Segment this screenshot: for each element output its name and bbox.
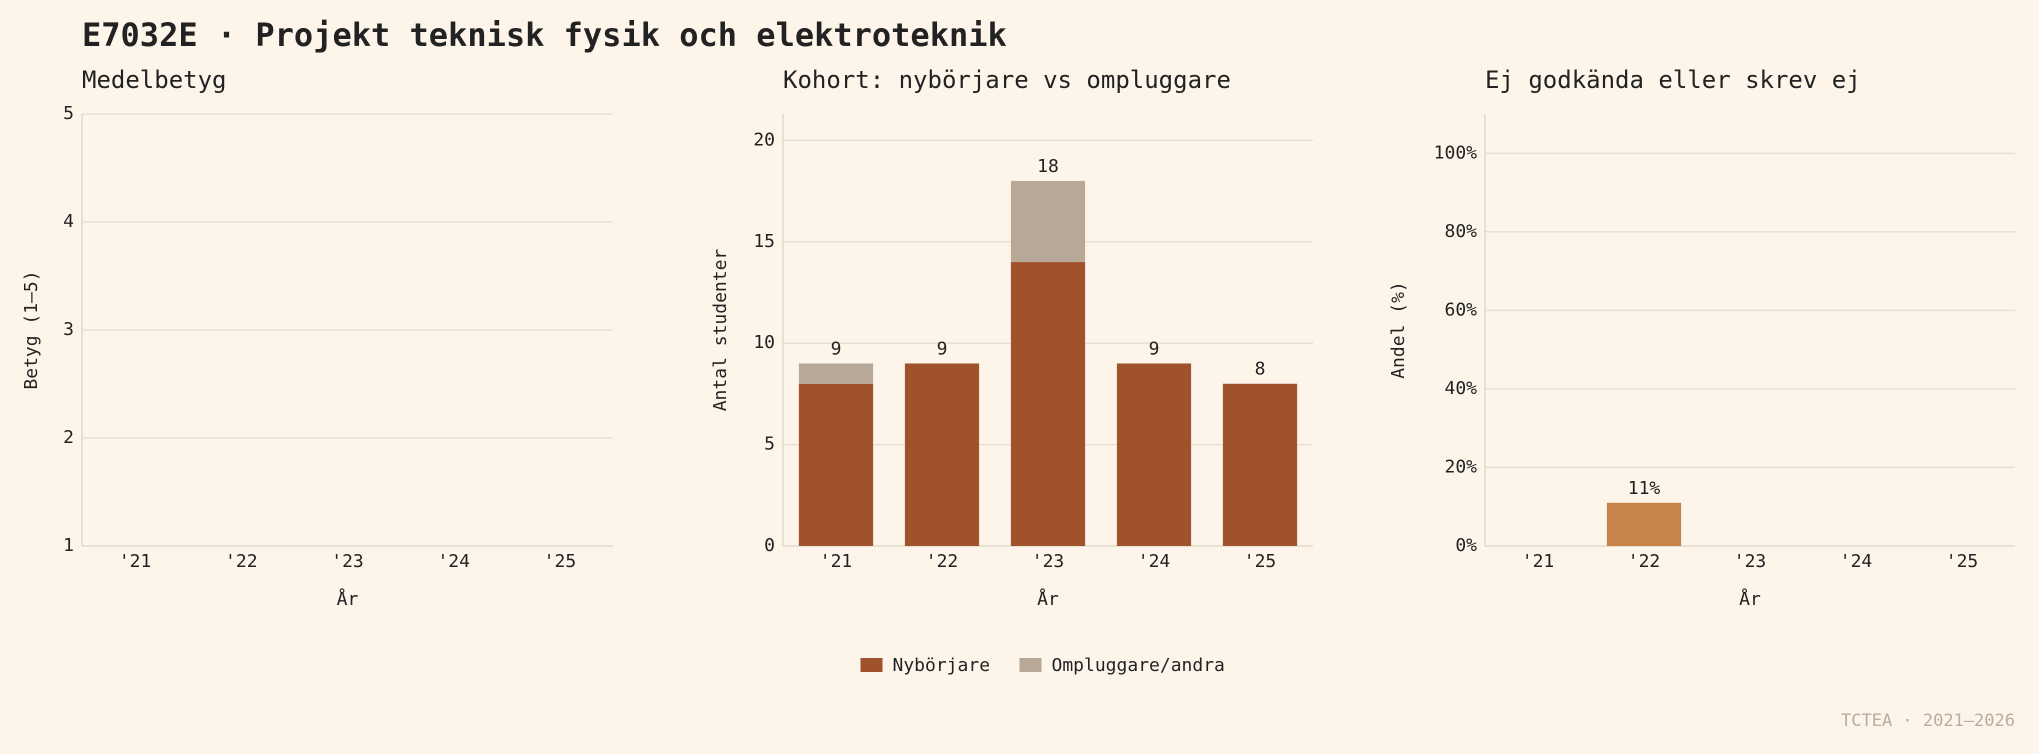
total-label: 9 bbox=[831, 338, 842, 359]
x-tick-label: '23 bbox=[1032, 551, 1065, 572]
footer: TCTEA · 2021–2026 bbox=[1841, 711, 2015, 731]
x-tick-label: '22 bbox=[1628, 551, 1661, 572]
x-tick-label: '24 bbox=[1840, 551, 1873, 572]
panel-title: Medelbetyg bbox=[82, 66, 227, 94]
y-tick-label: 60% bbox=[1444, 299, 1477, 320]
bar-segment bbox=[904, 363, 980, 546]
x-axis-label: År bbox=[1739, 588, 1761, 610]
x-tick-label: '21 bbox=[119, 551, 152, 572]
x-tick-label: '22 bbox=[225, 551, 258, 572]
x-axis-label: År bbox=[337, 588, 359, 610]
page-title: E7032E · Projekt teknisk fysik och elekt… bbox=[82, 16, 1007, 54]
bar-segment bbox=[1116, 363, 1192, 546]
total-label: 8 bbox=[1255, 359, 1266, 380]
total-label: 9 bbox=[1149, 338, 1160, 359]
y-tick-label: 80% bbox=[1444, 221, 1477, 242]
legend-label: Ompluggare/andra bbox=[1052, 655, 1225, 676]
x-tick-label: '24 bbox=[1138, 551, 1171, 572]
y-tick-label: 15 bbox=[753, 231, 775, 252]
panel-title: Kohort: nybörjare vs ompluggare bbox=[783, 66, 1231, 94]
y-tick-label: 5 bbox=[764, 434, 775, 455]
x-tick-label: '25 bbox=[1946, 551, 1979, 572]
y-tick-label: 20% bbox=[1444, 456, 1477, 477]
y-tick-label: 10 bbox=[753, 332, 775, 353]
y-tick-label: 1 bbox=[63, 535, 74, 556]
x-tick-label: '23 bbox=[1734, 551, 1767, 572]
bar-segment bbox=[1010, 262, 1086, 546]
x-tick-label: '25 bbox=[544, 551, 577, 572]
x-tick-label: '24 bbox=[437, 551, 470, 572]
bar-segment bbox=[798, 363, 874, 384]
y-tick-label: 5 bbox=[63, 103, 74, 124]
x-tick-label: '21 bbox=[1522, 551, 1555, 572]
x-tick-label: '23 bbox=[331, 551, 364, 572]
bar-segment bbox=[798, 383, 874, 546]
x-axis-label: År bbox=[1037, 588, 1059, 610]
total-label: 18 bbox=[1037, 156, 1059, 177]
value-label: 11% bbox=[1628, 478, 1661, 499]
bar-segment bbox=[1222, 383, 1298, 546]
y-tick-label: 2 bbox=[63, 427, 74, 448]
x-tick-label: '25 bbox=[1244, 551, 1277, 572]
bar bbox=[1606, 502, 1682, 546]
y-tick-label: 20 bbox=[753, 129, 775, 150]
x-tick-label: '22 bbox=[926, 551, 959, 572]
legend-label: Nybörjare bbox=[893, 655, 991, 676]
y-tick-label: 100% bbox=[1434, 142, 1478, 163]
y-axis-label: Betyg (1–5) bbox=[21, 270, 42, 389]
legend-swatch bbox=[860, 658, 883, 672]
y-tick-label: 0% bbox=[1455, 535, 1477, 556]
panel-title: Ej godkända eller skrev ej bbox=[1485, 66, 1861, 94]
x-tick-label: '21 bbox=[820, 551, 853, 572]
legend-swatch bbox=[1019, 658, 1042, 672]
y-tick-label: 40% bbox=[1444, 378, 1477, 399]
y-tick-label: 3 bbox=[63, 319, 74, 340]
y-tick-label: 0 bbox=[764, 535, 775, 556]
y-axis-label: Andel (%) bbox=[1388, 281, 1409, 379]
bar-segment bbox=[1010, 180, 1086, 263]
y-axis-label: Antal studenter bbox=[710, 249, 731, 412]
y-tick-label: 4 bbox=[63, 211, 74, 232]
total-label: 9 bbox=[937, 338, 948, 359]
